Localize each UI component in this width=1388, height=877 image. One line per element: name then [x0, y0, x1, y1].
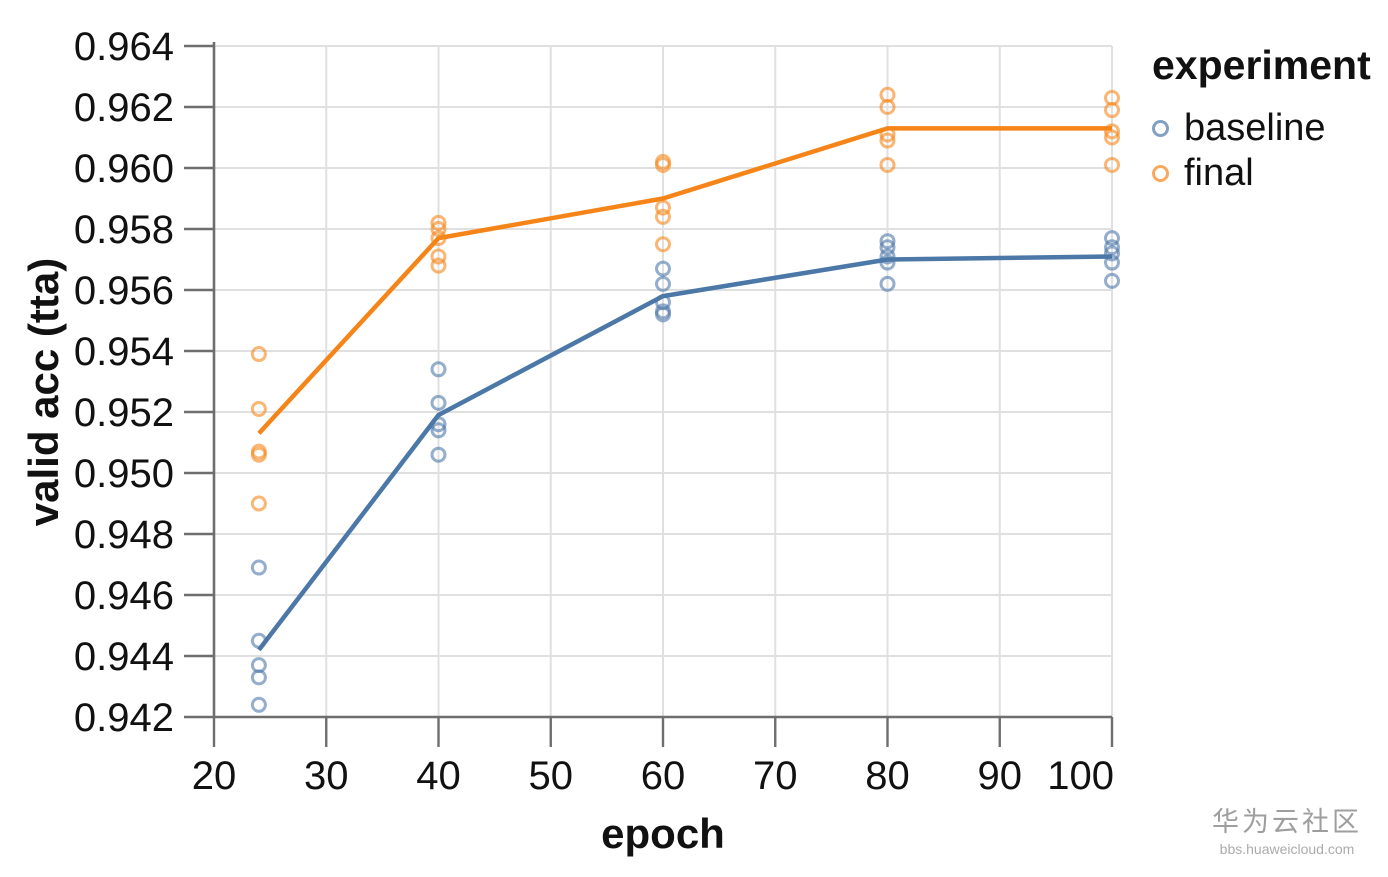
y-tick-label: 0.944: [74, 635, 174, 679]
series-line-baseline: [257, 254, 1113, 652]
x-tick-label: 20: [192, 754, 237, 798]
data-point-final: [655, 236, 671, 253]
data-point-final: [430, 214, 447, 231]
data-point-baseline: [655, 260, 671, 277]
y-tick-label: 0.954: [74, 330, 174, 374]
data-point-final: [430, 221, 447, 237]
data-point-baseline: [250, 632, 267, 649]
data-point-baseline: [655, 306, 671, 323]
data-point-baseline: [1104, 245, 1120, 262]
x-tick-label: 60: [641, 754, 686, 798]
data-point-baseline: [430, 446, 447, 463]
data-point-final: [1104, 123, 1120, 140]
data-point-final: [430, 248, 447, 265]
series-line-final: [257, 126, 1112, 435]
data-point-final: [430, 230, 447, 247]
y-tick-label: 0.948: [74, 513, 174, 557]
legend: experiment baseline final: [1152, 42, 1371, 199]
legend-title: experiment: [1152, 42, 1371, 88]
data-point-final: [250, 495, 267, 512]
data-point-baseline: [879, 248, 896, 265]
data-point-final: [879, 99, 896, 115]
data-point-final: [250, 346, 267, 363]
data-point-final: [250, 446, 267, 463]
data-point-baseline: [430, 416, 447, 433]
final-point-icon: [1152, 164, 1169, 182]
data-point-baseline: [430, 361, 447, 378]
data-point-final: [1104, 156, 1120, 173]
x-tick-label: 90: [978, 754, 1023, 798]
baseline-point-icon: [1152, 119, 1169, 137]
x-tick-label: 30: [304, 754, 349, 798]
legend-item-label: baseline: [1184, 107, 1326, 149]
data-point-baseline: [250, 696, 267, 713]
data-point-final: [879, 132, 896, 149]
x-axis-title: epoch: [601, 810, 725, 857]
watermark-url: bbs.huaweicloud.com: [1219, 841, 1355, 857]
data-point-final: [1104, 102, 1120, 119]
x-tick-label: 70: [753, 754, 798, 798]
data-point-final: [430, 257, 447, 274]
legend-item-final: final: [1152, 154, 1371, 192]
data-point-final: [1104, 129, 1120, 146]
data-point-final: [879, 156, 896, 173]
x-tick-label: 50: [529, 754, 574, 798]
watermark: 华为云社区 bbs.huaweicloud.com: [1212, 800, 1362, 857]
y-tick-label: 0.942: [74, 696, 174, 740]
data-point-baseline: [250, 669, 267, 686]
data-point-baseline: [1104, 254, 1120, 271]
data-point-final: [655, 208, 671, 225]
data-point-baseline: [1104, 230, 1120, 247]
data-point-final: [655, 199, 671, 216]
data-point-baseline: [1104, 239, 1120, 256]
data-point-final: [655, 156, 671, 173]
watermark-text: 华为云社区: [1212, 807, 1362, 837]
y-tick-label: 0.964: [74, 25, 174, 69]
data-point-baseline: [879, 239, 896, 256]
legend-item-label: final: [1184, 152, 1254, 194]
data-point-baseline: [879, 275, 896, 292]
data-point-baseline: [250, 559, 267, 576]
data-point-baseline: [879, 254, 896, 271]
x-tick-label: 40: [416, 754, 461, 798]
y-tick-label: 0.956: [74, 269, 174, 313]
x-tick-label: 80: [865, 754, 910, 798]
legend-item-baseline: baseline: [1152, 109, 1371, 147]
y-tick-label: 0.958: [74, 208, 174, 252]
y-tick-label: 0.960: [74, 147, 174, 191]
y-tick-label: 0.950: [74, 452, 174, 496]
data-point-final: [250, 400, 267, 417]
y-tick-label: 0.946: [74, 574, 174, 618]
data-point-baseline: [1104, 272, 1120, 289]
y-tick-label: 0.962: [74, 86, 174, 130]
data-point-baseline: [655, 275, 671, 292]
data-point-baseline: [879, 233, 896, 250]
data-point-baseline: [430, 422, 447, 439]
y-axis-title: valid acc (tta): [20, 257, 67, 527]
data-point-baseline: [430, 394, 447, 411]
x-tick-label: 100: [1047, 754, 1114, 798]
data-point-final: [879, 126, 896, 143]
y-tick-label: 0.952: [74, 391, 174, 435]
